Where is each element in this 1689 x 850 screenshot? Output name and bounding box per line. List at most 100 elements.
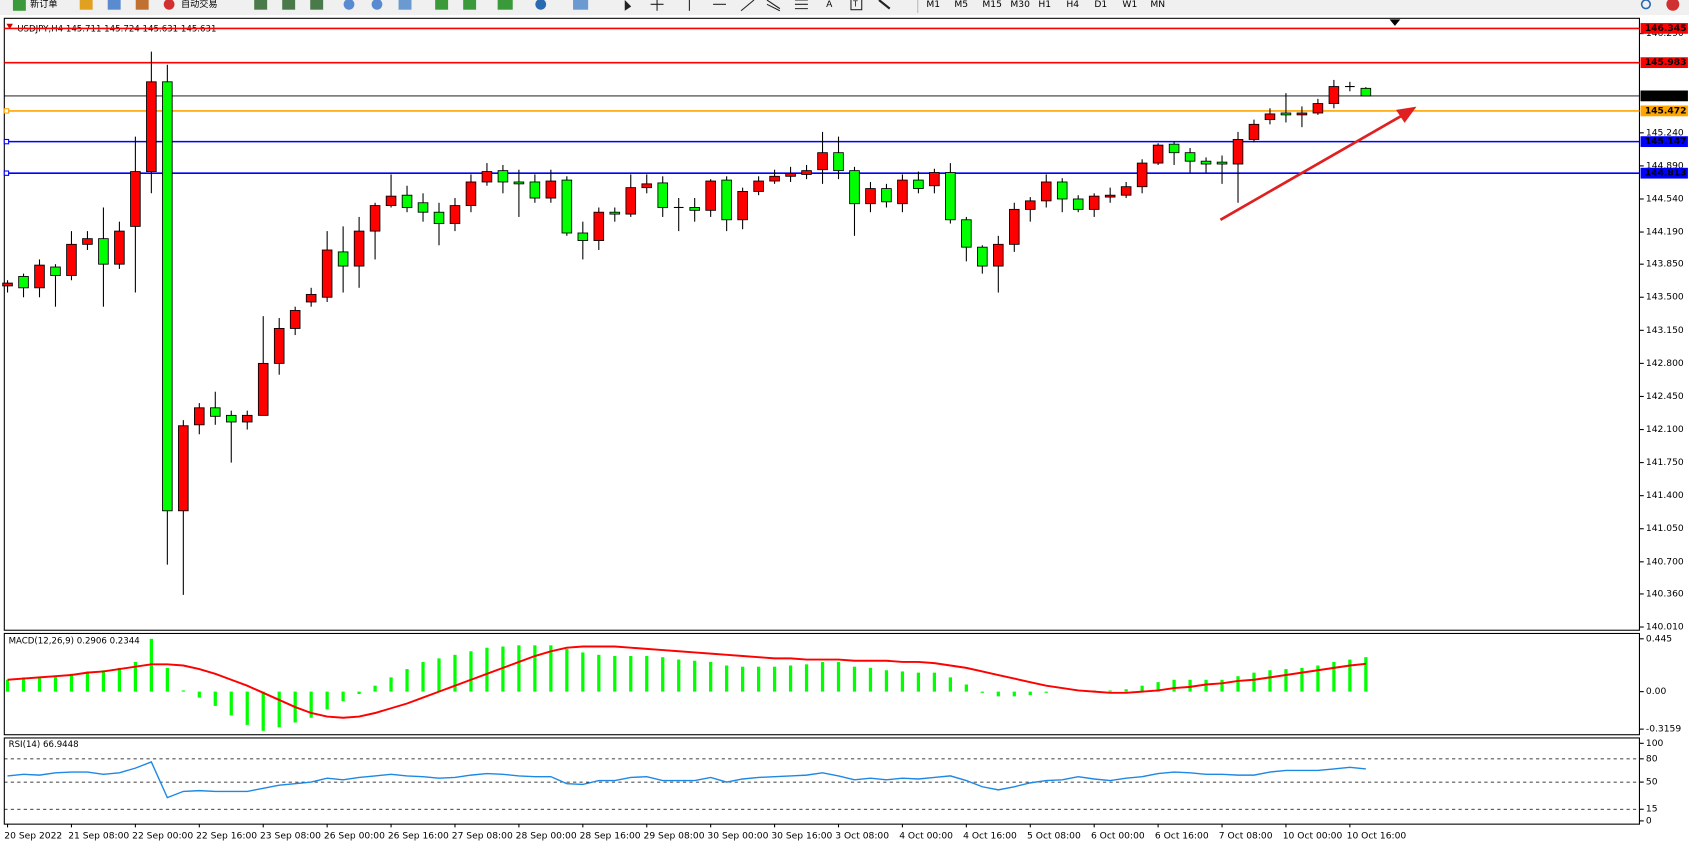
fibo-tool[interactable] (794, 0, 808, 10)
candle-body (1248, 123, 1260, 140)
tool-icon[interactable] (398, 0, 412, 10)
macd-bar (1252, 672, 1256, 692)
candle-body (2, 282, 13, 287)
y-tick-label: 0 (1646, 816, 1652, 826)
candle-body (210, 407, 221, 417)
rsi-header: RSI(14) 66.9448 (9, 740, 79, 750)
timeframe-button[interactable]: H4 (1066, 0, 1079, 10)
timeframe-button[interactable]: M15 (982, 0, 1002, 10)
zoom-out[interactable] (371, 0, 383, 10)
x-tick-label: 7 Oct 08:00 (1219, 831, 1273, 841)
candle-body (897, 179, 908, 205)
y-tick-label: 145.240 (1646, 128, 1684, 138)
auto-trading-icon[interactable] (163, 0, 175, 10)
level-label: 145.983 (1645, 58, 1687, 68)
y-tick-label: 142.800 (1646, 359, 1684, 369)
timeframe-button[interactable]: M5 (954, 0, 968, 10)
macd-bar (772, 666, 777, 692)
channel-tool[interactable] (766, 0, 781, 12)
x-tick-label: 28 Sep 16:00 (580, 831, 641, 841)
candle-body (385, 195, 397, 207)
y-tick-label: 144.540 (1646, 194, 1684, 204)
periods-icon[interactable] (535, 0, 547, 10)
text-tool[interactable]: A (826, 0, 833, 10)
timeframe-button[interactable]: MN (1150, 0, 1165, 10)
candle-body (257, 362, 269, 416)
candle-body (162, 81, 173, 512)
level-label: 145.631 (1645, 91, 1687, 101)
timeframe-bar: M1 M5 M15 M30 H1 H4 D1 W1 MN (926, 0, 1165, 10)
macd-bar (1300, 667, 1304, 692)
cursor-tool[interactable] (624, 0, 632, 11)
tool-icon[interactable] (107, 0, 121, 10)
tool-icon[interactable] (435, 0, 449, 10)
macd-bar (980, 691, 984, 693)
new-order-button[interactable]: 新订单 (30, 0, 57, 10)
level-label-box (1640, 57, 1688, 69)
macd-bar (341, 691, 345, 702)
macd-bar (213, 691, 217, 706)
tool-icon[interactable] (79, 0, 93, 10)
level-handle (3, 170, 10, 176)
level-handle (3, 138, 10, 145)
timeframe-button[interactable]: W1 (1122, 0, 1137, 10)
candle-body (657, 182, 669, 208)
new-order-icon[interactable] (12, 0, 26, 11)
rsi-panel (3, 737, 1640, 825)
arrows-tool[interactable] (878, 0, 891, 10)
candle-body (1168, 143, 1180, 154)
timeframe-button[interactable]: D1 (1094, 0, 1107, 10)
macd-bar (197, 691, 201, 698)
tool-icon[interactable] (463, 0, 477, 10)
macd-bar (1204, 679, 1208, 692)
zoom-in[interactable] (343, 0, 355, 10)
macd-bar (277, 691, 281, 728)
timeframe-button[interactable]: M1 (926, 0, 940, 10)
templates-icon[interactable] (573, 0, 589, 10)
macd-bar (53, 676, 58, 692)
trendline-tool[interactable] (740, 0, 755, 12)
macd-bar (133, 661, 137, 692)
macd-bar (964, 684, 968, 692)
level-label-box (1640, 167, 1688, 179)
macd-bar (37, 677, 42, 692)
macd-bar (597, 654, 601, 692)
x-tick-label: 21 Sep 08:00 (68, 831, 129, 841)
candle-body (289, 310, 301, 329)
tool-icon[interactable] (254, 0, 268, 10)
level-handle (3, 108, 10, 114)
indicators-icon[interactable] (497, 0, 513, 10)
label-tool[interactable]: T (852, 0, 858, 8)
rsi-line (7, 761, 1366, 799)
candle-body (1024, 200, 1036, 210)
x-tick-label: 3 Oct 08:00 (835, 831, 889, 841)
alert-icon[interactable] (1666, 0, 1680, 11)
x-tick-label: 6 Oct 00:00 (1091, 831, 1145, 841)
candle-body (1216, 161, 1228, 165)
candle-body (721, 179, 732, 221)
candle-body (529, 181, 541, 199)
tool-icon[interactable] (282, 0, 296, 10)
auto-trading-button[interactable]: 自动交易 (181, 0, 218, 10)
candle-body (449, 205, 461, 224)
candle-body (769, 175, 780, 182)
timeframe-button[interactable]: M30 (1010, 0, 1030, 10)
tool-icon[interactable] (135, 0, 149, 10)
chart-shift-marker[interactable] (1389, 19, 1401, 26)
candle-body (689, 207, 700, 211)
candle-body (497, 170, 509, 183)
macd-bar (1220, 679, 1224, 692)
label-tool-box[interactable] (850, 0, 863, 11)
crosshair-tool[interactable] (650, 0, 664, 11)
macd-bar (469, 651, 473, 692)
search-icon[interactable] (1640, 0, 1652, 10)
macd-bar (1188, 679, 1192, 692)
timeframe-button[interactable]: H1 (1038, 0, 1051, 10)
tool-icon[interactable] (310, 0, 324, 10)
candle-body (977, 246, 988, 267)
macd-bar (868, 667, 873, 692)
macd-bar (229, 691, 233, 716)
macd-bar (1028, 691, 1032, 696)
candle-body (1312, 103, 1324, 114)
level-label: 144.813 (1645, 169, 1687, 179)
